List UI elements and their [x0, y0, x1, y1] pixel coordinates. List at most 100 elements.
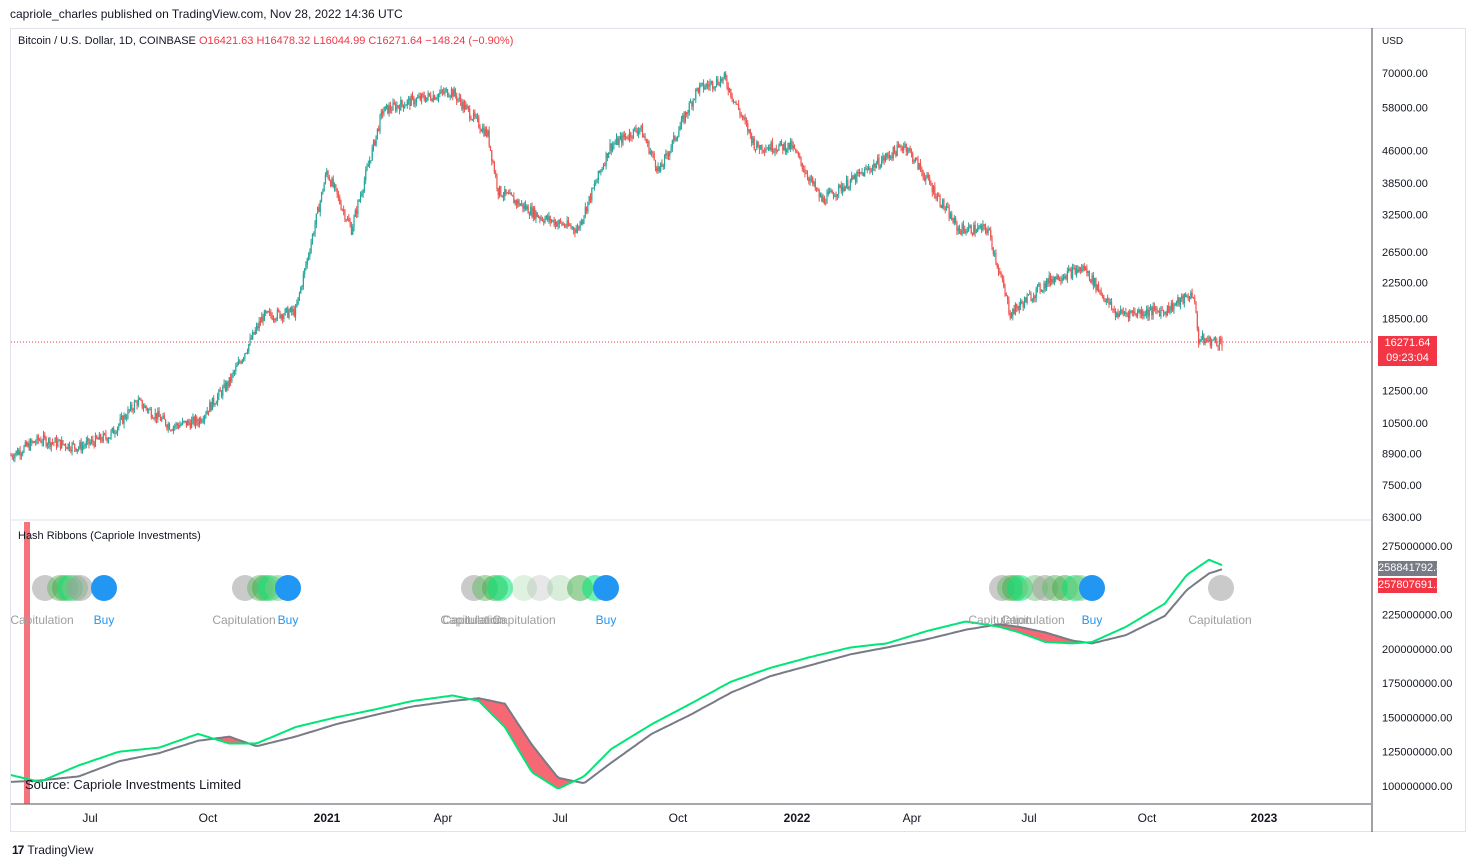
candle-body: [710, 81, 712, 84]
candle-body: [18, 450, 20, 455]
indicator-title[interactable]: Hash Ribbons (Capriole Investments): [18, 530, 201, 542]
candle-body: [1175, 302, 1178, 304]
candle-body: [877, 157, 879, 164]
candle-body: [175, 423, 177, 427]
candle-body: [832, 193, 835, 197]
candle-body: [239, 361, 241, 363]
candle-body: [676, 136, 679, 139]
candle-body: [1055, 276, 1057, 280]
candle-body: [873, 163, 875, 168]
price-tick-label: 6300.00: [1382, 512, 1422, 524]
candle-body: [236, 364, 238, 367]
time-axis: Jul Oct 2021 Apr Jul Oct 2022 Apr Jul Oct 2023: [82, 811, 1277, 825]
candle-body: [1042, 289, 1044, 291]
candle-body: [524, 204, 527, 210]
candle-body: [152, 417, 154, 419]
candle-body: [97, 438, 99, 440]
currency-label: USD: [1382, 36, 1403, 47]
candle-body: [498, 186, 501, 196]
candle-body: [142, 407, 145, 409]
candle-body: [1096, 284, 1098, 291]
candle-body: [423, 95, 425, 100]
candle-body: [666, 153, 668, 156]
candle-body: [563, 224, 566, 227]
candle-body: [1149, 307, 1152, 311]
candle-body: [155, 412, 158, 420]
candle-body: [396, 105, 398, 111]
candle-body: [67, 443, 69, 449]
candle-body: [987, 228, 989, 233]
candle-body: [371, 147, 373, 161]
candle-body: [826, 193, 828, 204]
candle-body: [647, 141, 649, 143]
candle-body: [1040, 290, 1042, 292]
candle-body: [816, 188, 818, 190]
candle-body: [1136, 312, 1139, 317]
candle-body: [122, 415, 124, 424]
candle-body: [1172, 303, 1174, 311]
candle-body: [185, 420, 188, 426]
candle-body: [1095, 278, 1097, 291]
candle-body: [280, 314, 282, 319]
candle-body: [930, 183, 932, 186]
candle-body: [194, 417, 197, 425]
candle-body: [58, 439, 60, 442]
candle-body: [470, 118, 472, 120]
candle-body: [650, 151, 653, 154]
candle-body: [580, 221, 583, 224]
candle-body: [10, 455, 12, 457]
candle-body: [397, 105, 399, 107]
candle-body: [518, 200, 520, 206]
candle-body: [465, 105, 467, 110]
candle-body: [119, 418, 121, 425]
time-tick-label: Jul: [552, 811, 567, 825]
candle-body: [1179, 298, 1182, 305]
candle-body: [726, 78, 728, 87]
candle-body: [1077, 269, 1079, 273]
candle-body: [393, 102, 395, 105]
candle-body: [929, 177, 931, 184]
candle-body: [922, 171, 924, 178]
candle-body: [561, 222, 563, 226]
footer-brand[interactable]: 17 TradingView: [12, 843, 93, 857]
candle-body: [1118, 313, 1120, 317]
candle-body: [326, 171, 328, 175]
candle-body: [88, 438, 90, 444]
candle-body: [372, 140, 375, 148]
candle-body: [531, 206, 533, 218]
candle-body: [721, 78, 723, 82]
candle-body: [322, 191, 324, 193]
candle-body: [886, 153, 888, 158]
candle-body: [330, 180, 332, 187]
candle-body: [1057, 274, 1059, 281]
candle-body: [337, 193, 340, 197]
candle-body: [51, 442, 54, 444]
candle-body: [669, 151, 671, 157]
candle-body: [848, 186, 850, 189]
candle-body: [16, 450, 19, 455]
symbol-header[interactable]: Bitcoin / U.S. Dollar, 1D, COINBASE O164…: [18, 35, 513, 47]
candle-body: [544, 218, 546, 223]
candle-body: [1048, 275, 1050, 284]
candle-body: [133, 401, 136, 411]
signal-bubble: [1208, 575, 1234, 601]
candle-body: [1092, 275, 1094, 287]
candle-body: [110, 431, 112, 438]
candle-body: [457, 99, 459, 101]
candle-body: [624, 136, 627, 138]
candle-body: [450, 89, 453, 96]
candle-body: [1053, 276, 1055, 283]
candle-body: [806, 173, 809, 178]
signal-label: Capitulation: [1001, 613, 1064, 627]
candle-body: [367, 165, 369, 167]
candle-body: [899, 145, 901, 147]
indicator-tick-label: 175000000.00: [1382, 678, 1452, 690]
candle-body: [137, 399, 139, 406]
candle-body: [947, 206, 949, 208]
candle-body: [879, 166, 881, 168]
candle-body: [1097, 284, 1100, 291]
last-price-tag: 16271.64: [1378, 336, 1437, 351]
candle-body: [59, 439, 61, 449]
indicator-pane: Capitulation Buy Capitulation Buy Capitulati…: [10, 522, 1452, 804]
